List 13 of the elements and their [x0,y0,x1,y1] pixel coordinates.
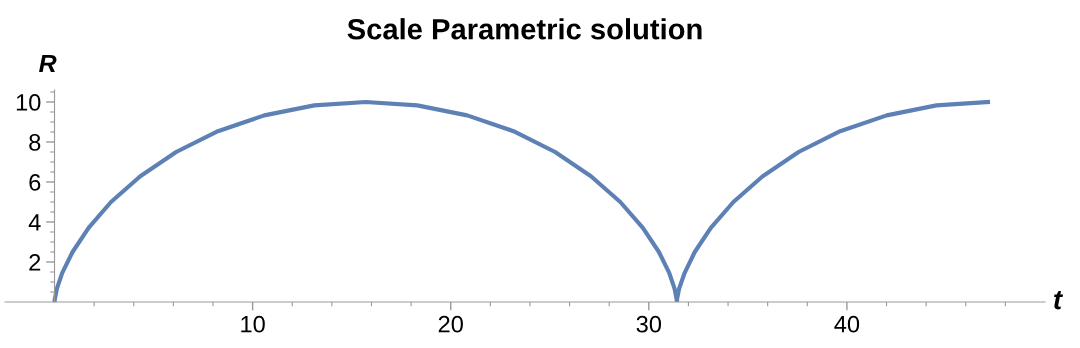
line-series [52,99,991,302]
chart-title: Scale Parametric solution [347,18,702,40]
y-tick-label: 10 [16,94,41,111]
x-tick-label: 20 [438,315,463,333]
x-tick-label: 30 [636,315,662,333]
x-tick-label: 40 [834,315,860,333]
y-tick-label: 4 [28,214,41,231]
y-tick-label: 2 [29,254,41,271]
y-tick-label: 6 [29,174,41,191]
x-axis-title: t [1054,291,1064,310]
y-tick-label: 8 [29,134,41,151]
x-tick-label: 10 [241,315,265,333]
y-axis-title: R [39,54,57,73]
